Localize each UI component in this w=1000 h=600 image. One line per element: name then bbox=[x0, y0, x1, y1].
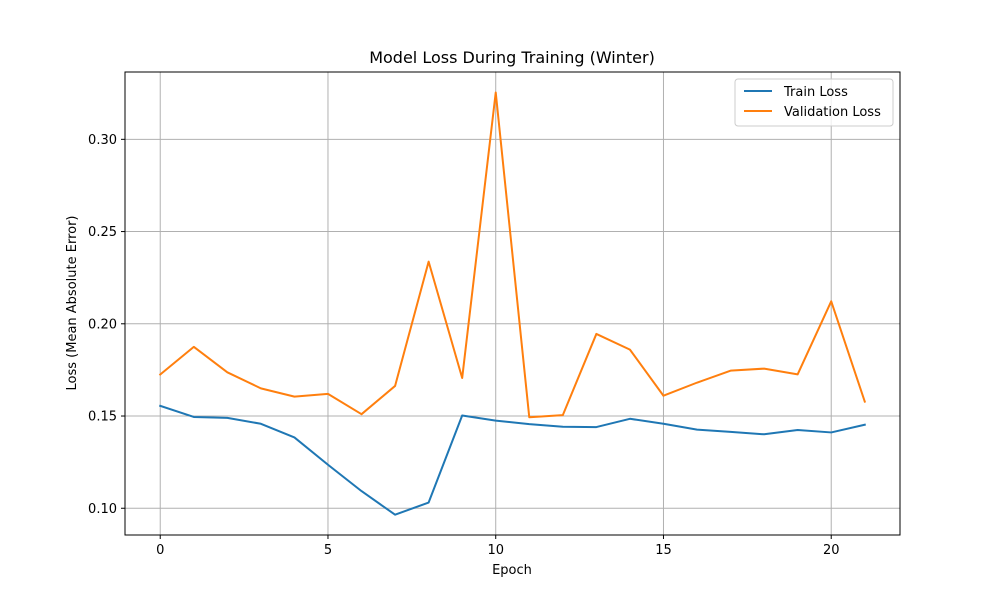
x-tick-label: 0 bbox=[156, 543, 164, 558]
chart-title: Model Loss During Training (Winter) bbox=[369, 48, 655, 67]
series-line-validation-loss bbox=[158, 91, 867, 419]
legend-label-validation-loss: Validation Loss bbox=[784, 105, 881, 120]
y-tick-label: 0.15 bbox=[88, 410, 117, 425]
legend-label-train-loss: Train Loss bbox=[783, 85, 848, 100]
y-tick-label: 0.10 bbox=[88, 502, 117, 517]
x-tick-label: 10 bbox=[487, 543, 504, 558]
series-lines bbox=[158, 91, 867, 516]
ticks: 0 5 10 15 20 0.10 0.15 0.20 0.25 0.30 bbox=[88, 133, 839, 558]
x-axis-label: Epoch bbox=[492, 563, 532, 578]
y-tick-label: 0.20 bbox=[88, 317, 117, 332]
legend-box bbox=[734, 78, 894, 127]
x-tick-label: 15 bbox=[655, 543, 672, 558]
y-axis-label: Loss (Mean Absolute Error) bbox=[65, 216, 80, 391]
grid bbox=[125, 72, 900, 535]
y-tick-label: 0.30 bbox=[88, 133, 117, 148]
series-line-train-loss bbox=[158, 404, 866, 516]
plot-frame bbox=[124, 71, 901, 536]
legend: Train Loss Validation Loss bbox=[734, 78, 894, 127]
x-tick-label: 5 bbox=[324, 543, 332, 558]
y-tick-label: 0.25 bbox=[88, 225, 117, 240]
x-tick-label: 20 bbox=[823, 543, 840, 558]
